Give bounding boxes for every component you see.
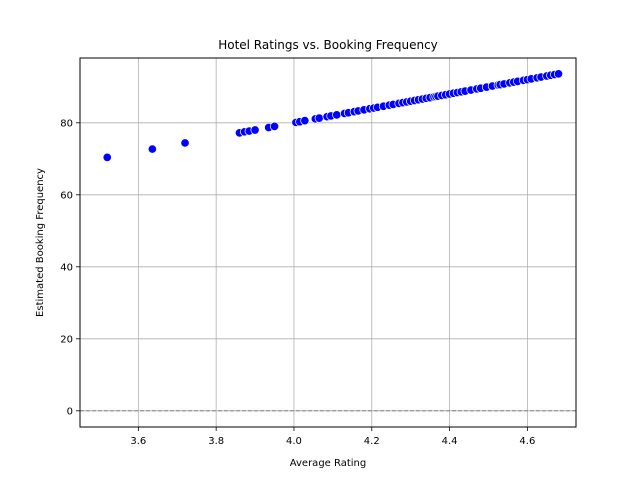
data-point	[250, 125, 260, 135]
data-point	[102, 152, 112, 162]
y-tick-label: 60	[60, 190, 73, 201]
y-axis-label: Estimated Booking Frequency	[35, 168, 46, 317]
data-point	[180, 138, 190, 148]
x-tick-label: 4.0	[286, 436, 302, 447]
y-tick-label: 80	[60, 118, 73, 129]
data-point	[332, 110, 342, 120]
x-axis-label: Average Rating	[290, 458, 366, 469]
data-point	[147, 144, 157, 154]
x-tick-label: 4.6	[519, 436, 535, 447]
data-point	[300, 116, 310, 126]
x-tick-label: 4.4	[442, 436, 458, 447]
data-point	[314, 113, 324, 123]
x-tick-label: 4.2	[364, 436, 380, 447]
plot-frame	[79, 57, 577, 428]
data-points	[102, 69, 564, 162]
x-tick-label: 3.8	[208, 436, 224, 447]
y-tick-label: 20	[60, 334, 73, 345]
data-point	[269, 121, 280, 131]
data-point	[553, 69, 564, 79]
y-tick-label: 0	[67, 406, 73, 417]
x-tick-label: 3.6	[130, 436, 146, 447]
y-tick-label: 40	[60, 262, 73, 273]
y-axis-ticks: 0 20 40 60 80	[60, 118, 80, 417]
chart-title: Hotel Ratings vs. Booking Frequency	[218, 38, 438, 52]
x-axis-ticks: 3.6 3.8 4.0 4.2 4.4 4.6	[130, 427, 535, 447]
